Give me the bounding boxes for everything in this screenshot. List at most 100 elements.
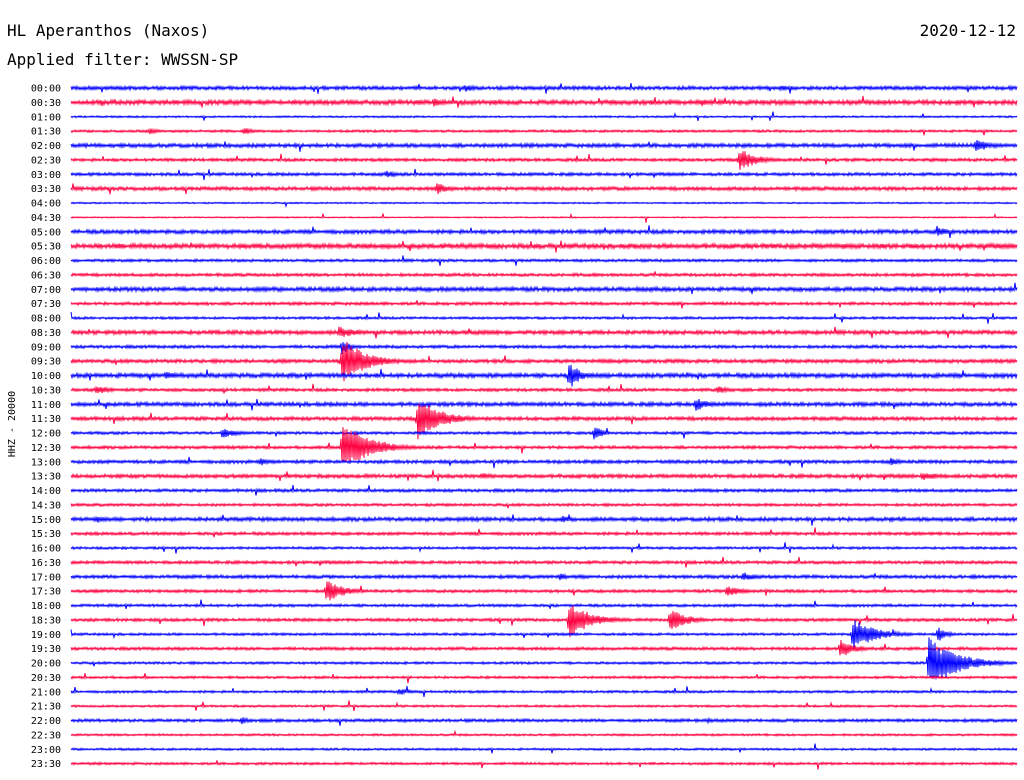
time-tick-0000: 00:00 bbox=[31, 84, 61, 95]
date-label: 2020-12-12 bbox=[920, 21, 1016, 40]
time-tick-0530: 05:30 bbox=[31, 242, 61, 253]
time-tick-1930: 19:30 bbox=[31, 644, 61, 655]
trace-1130 bbox=[70, 403, 1018, 440]
time-tick-2000: 20:00 bbox=[31, 659, 61, 670]
time-tick-1200: 12:00 bbox=[31, 429, 61, 440]
trace-1200 bbox=[70, 427, 1018, 440]
trace-0500 bbox=[70, 225, 1018, 238]
trace-2230 bbox=[70, 729, 1018, 738]
trace-1830 bbox=[70, 605, 1018, 638]
filter-label: Applied filter: WWSSN-SP bbox=[7, 50, 238, 69]
trace-0330 bbox=[70, 183, 1018, 195]
time-tick-1830: 18:30 bbox=[31, 615, 61, 626]
time-tick-2230: 22:30 bbox=[31, 730, 61, 741]
time-tick-1230: 12:30 bbox=[31, 443, 61, 454]
time-tick-0200: 02:00 bbox=[31, 141, 61, 152]
time-tick-1100: 11:00 bbox=[31, 400, 61, 411]
trace-0930 bbox=[70, 342, 1018, 382]
time-tick-2300: 23:00 bbox=[31, 745, 61, 756]
time-tick-0800: 08:00 bbox=[31, 314, 61, 325]
trace-0900 bbox=[70, 342, 1018, 355]
trace-0830 bbox=[70, 326, 1018, 339]
trace-1430 bbox=[70, 502, 1018, 509]
trace-0300 bbox=[70, 168, 1018, 181]
trace-1600 bbox=[70, 542, 1018, 554]
y-axis-label: HHZ - 20000 bbox=[7, 391, 18, 457]
trace-1500 bbox=[70, 514, 1018, 526]
trace-2030 bbox=[70, 673, 1018, 684]
time-tick-0430: 04:30 bbox=[31, 213, 61, 224]
time-tick-0630: 06:30 bbox=[31, 270, 61, 281]
trace-2100 bbox=[70, 686, 1018, 697]
time-tick-0030: 00:30 bbox=[31, 98, 61, 109]
time-tick-0930: 09:30 bbox=[31, 357, 61, 368]
trace-1330 bbox=[70, 469, 1018, 482]
trace-2000 bbox=[70, 637, 1018, 680]
time-tick-0330: 03:30 bbox=[31, 184, 61, 195]
trace-1100 bbox=[70, 399, 1018, 411]
trace-1300 bbox=[70, 456, 1018, 469]
seismic-traces bbox=[70, 83, 1018, 770]
time-tick-1130: 11:30 bbox=[31, 414, 61, 425]
time-tick-1000: 10:00 bbox=[31, 371, 61, 382]
trace-1630 bbox=[70, 556, 1018, 568]
time-tick-1430: 14:30 bbox=[31, 500, 61, 511]
time-tick-1530: 15:30 bbox=[31, 529, 61, 540]
time-tick-1330: 13:30 bbox=[31, 472, 61, 483]
time-tick-2330: 23:30 bbox=[31, 759, 61, 770]
time-tick-1600: 16:00 bbox=[31, 544, 61, 555]
trace-1730 bbox=[70, 581, 1018, 601]
trace-2200 bbox=[70, 716, 1018, 726]
trace-1000 bbox=[70, 364, 1018, 387]
trace-0200 bbox=[70, 139, 1018, 152]
time-tick-labels: 00:00 00:30 01:00 01:30 02:00 02:30 03:00 03:30… bbox=[31, 84, 61, 771]
time-tick-0700: 07:00 bbox=[31, 285, 61, 296]
trace-0600 bbox=[70, 255, 1018, 266]
trace-0700 bbox=[70, 282, 1018, 295]
time-tick-1400: 14:00 bbox=[31, 486, 61, 497]
trace-1400 bbox=[70, 485, 1018, 496]
trace-1700 bbox=[70, 572, 1018, 581]
trace-1800 bbox=[70, 599, 1018, 610]
trace-1530 bbox=[70, 527, 1018, 538]
time-tick-0230: 02:30 bbox=[31, 155, 61, 166]
time-tick-1500: 15:00 bbox=[31, 515, 61, 526]
time-tick-1630: 16:30 bbox=[31, 558, 61, 569]
trace-2330 bbox=[70, 760, 1018, 770]
trace-0030 bbox=[70, 95, 1018, 108]
time-tick-0730: 07:30 bbox=[31, 299, 61, 310]
time-tick-0500: 05:00 bbox=[31, 227, 61, 238]
trace-0430 bbox=[70, 212, 1018, 223]
trace-0100 bbox=[70, 111, 1018, 122]
trace-0530 bbox=[70, 240, 1018, 253]
time-tick-2030: 20:30 bbox=[31, 673, 61, 684]
time-tick-0100: 01:00 bbox=[31, 112, 61, 123]
trace-1230 bbox=[70, 427, 1018, 463]
time-tick-1030: 10:30 bbox=[31, 385, 61, 396]
trace-0400 bbox=[70, 201, 1018, 208]
time-tick-2200: 22:00 bbox=[31, 716, 61, 727]
trace-0000 bbox=[70, 83, 1018, 94]
time-tick-0300: 03:00 bbox=[31, 170, 61, 181]
time-tick-0900: 09:00 bbox=[31, 342, 61, 353]
trace-1930 bbox=[70, 639, 1018, 656]
time-tick-1900: 19:00 bbox=[31, 630, 61, 641]
trace-0630 bbox=[70, 271, 1018, 278]
trace-1030 bbox=[70, 383, 1018, 394]
trace-2130 bbox=[70, 700, 1018, 711]
trace-2300 bbox=[70, 743, 1018, 754]
time-tick-1300: 13:00 bbox=[31, 457, 61, 468]
trace-0230 bbox=[70, 151, 1018, 170]
trace-0800 bbox=[70, 312, 1018, 324]
time-tick-2100: 21:00 bbox=[31, 687, 61, 698]
time-tick-0400: 04:00 bbox=[31, 199, 61, 210]
time-tick-1700: 17:00 bbox=[31, 572, 61, 583]
time-tick-0130: 01:30 bbox=[31, 127, 61, 138]
station-title: HL Aperanthos (Naxos) bbox=[7, 21, 209, 40]
trace-0130 bbox=[70, 127, 1018, 136]
time-tick-1800: 18:00 bbox=[31, 601, 61, 612]
trace-0730 bbox=[70, 300, 1018, 309]
time-tick-0830: 08:30 bbox=[31, 328, 61, 339]
